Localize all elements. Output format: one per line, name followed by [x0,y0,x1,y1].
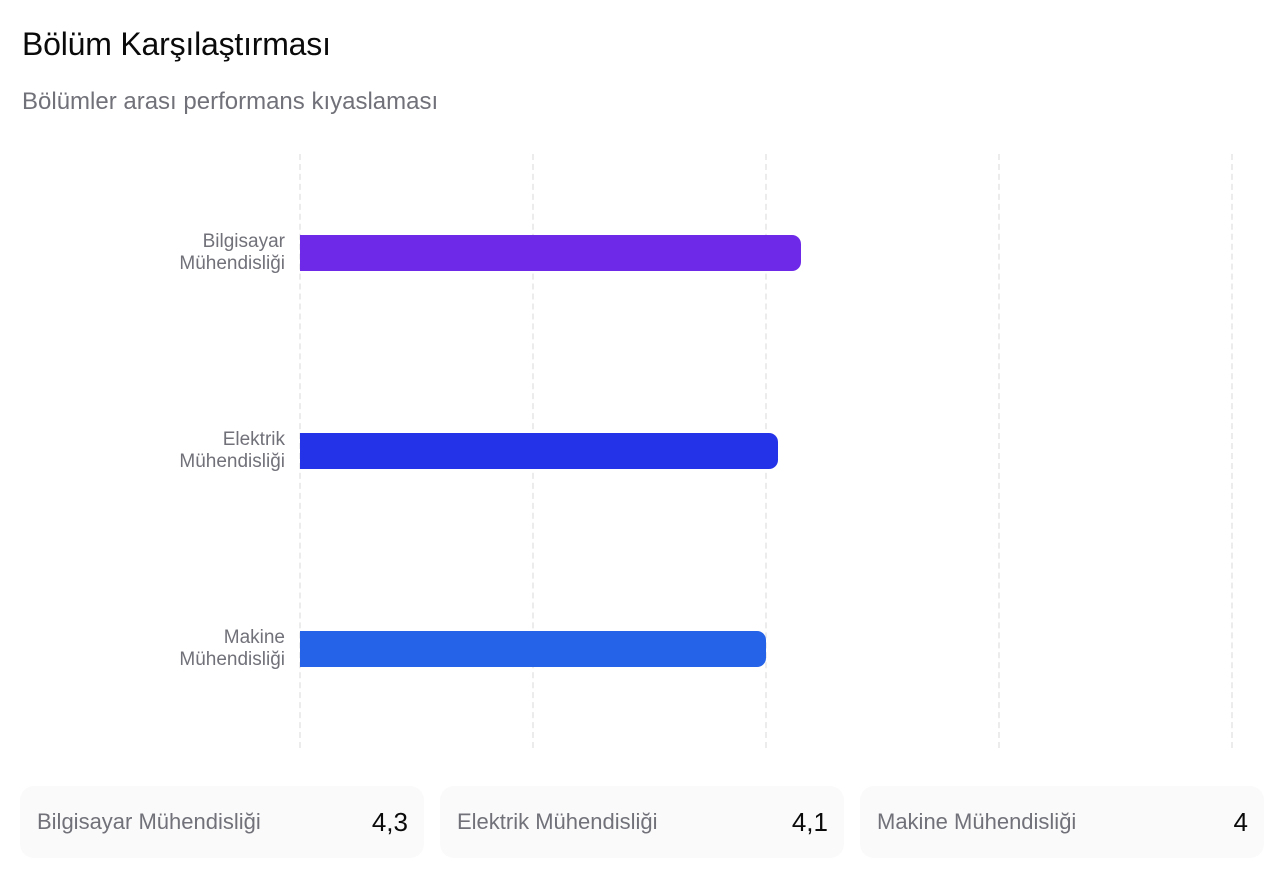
summary-card-bilgisayar: Bilgisayar Mühendisliği 4,3 [20,786,424,858]
y-axis-label: Makine Mühendisliği [179,627,285,670]
bar[interactable] [300,433,778,469]
summary-card-elektrik: Elektrik Mühendisliği 4,1 [440,786,844,858]
card-value: 4,3 [371,806,408,837]
y-axis-label: Elektrik Mühendisliği [179,429,285,472]
gridline [998,154,1000,748]
card-label: Bilgisayar Mühendisliği [37,809,261,834]
bar[interactable] [300,631,766,667]
card-label: Elektrik Mühendisliği [457,809,658,834]
chart-title: Bölüm Karşılaştırması [22,26,331,62]
gridline [1231,154,1233,748]
bar[interactable] [300,235,801,271]
summary-card-makine: Makine Mühendisliği 4 [860,786,1264,858]
card-value: 4 [1233,806,1248,837]
summary-cards: Bilgisayar Mühendisliği 4,3 Elektrik Müh… [20,786,1264,858]
card-label: Makine Mühendisliği [877,809,1077,834]
card-value: 4,1 [791,806,828,837]
y-axis-label: Bilgisayar Mühendisliği [179,231,285,274]
chart-subtitle: Bölümler arası performans kıyaslaması [22,88,439,115]
bar-chart-plot [299,154,1233,748]
